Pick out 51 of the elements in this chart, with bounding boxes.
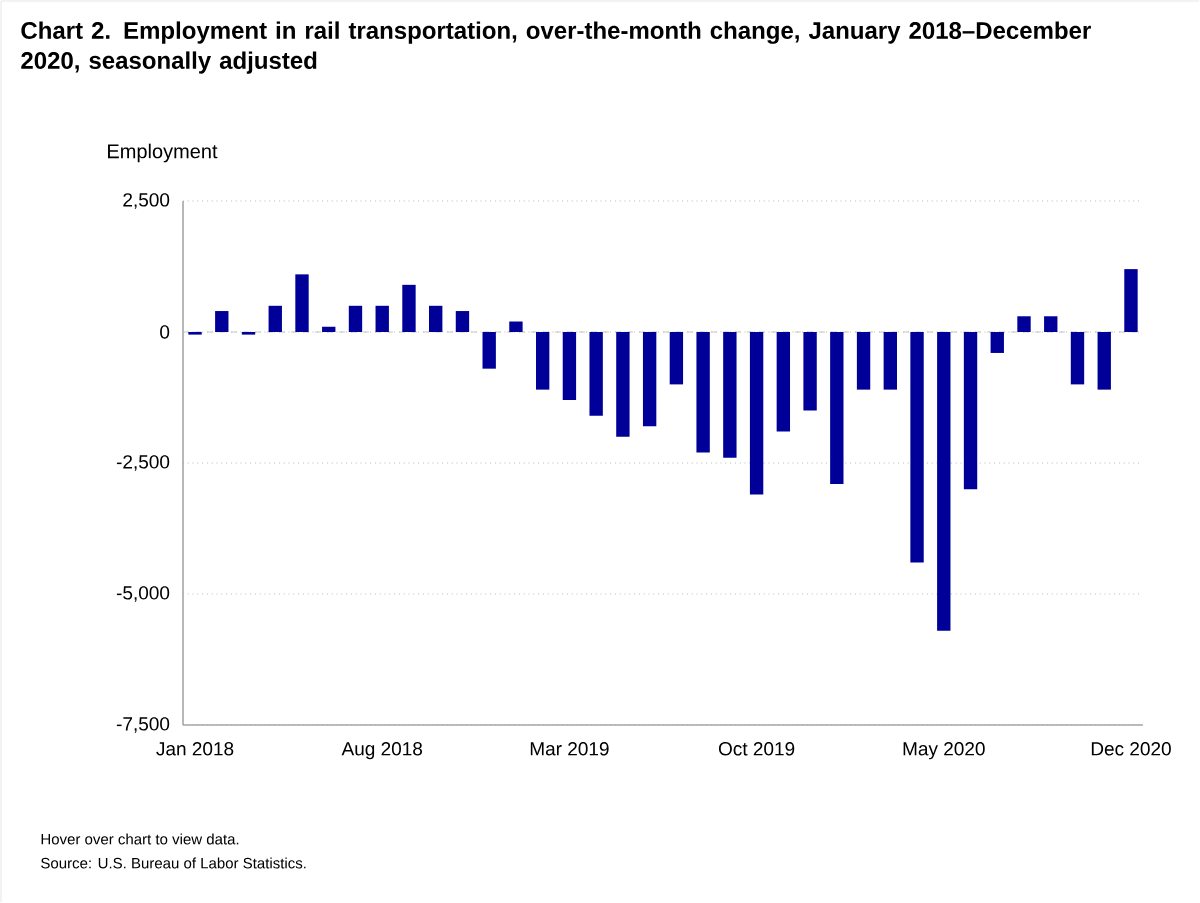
y-tick-label: -5,000 bbox=[116, 586, 170, 602]
bar bbox=[1097, 331, 1111, 390]
bar bbox=[1017, 316, 1031, 332]
bar bbox=[509, 321, 523, 332]
bar bbox=[803, 331, 817, 411]
bar bbox=[776, 331, 791, 432]
bar bbox=[188, 331, 202, 335]
bar bbox=[723, 331, 737, 458]
bar bbox=[696, 331, 710, 453]
bar bbox=[589, 331, 603, 416]
bar bbox=[402, 284, 416, 332]
bar bbox=[963, 331, 978, 490]
bar bbox=[348, 305, 363, 332]
x-tick-label: Mar 2019 bbox=[530, 742, 609, 756]
source-note: Source: U.S. Bureau of Labor Statistics. bbox=[41, 857, 306, 869]
y-axis-title: Employment bbox=[108, 143, 218, 163]
bar bbox=[375, 305, 389, 332]
bar bbox=[749, 331, 764, 495]
bar bbox=[990, 331, 1004, 353]
bar bbox=[562, 331, 577, 401]
bar bbox=[856, 331, 871, 390]
x-tick-label: Jan 2018 bbox=[156, 742, 234, 756]
bar bbox=[322, 326, 336, 332]
y-tick-label: -7,500 bbox=[116, 717, 170, 733]
bar bbox=[455, 311, 470, 332]
bar bbox=[535, 331, 550, 390]
bar bbox=[910, 331, 924, 563]
bar bbox=[241, 331, 256, 335]
y-tick-label: 2,500 bbox=[123, 193, 170, 209]
bar bbox=[883, 331, 897, 390]
bar bbox=[295, 274, 309, 332]
bar bbox=[429, 305, 443, 332]
x-tick-label: May 2020 bbox=[903, 742, 985, 760]
bar bbox=[482, 331, 496, 369]
text: Hover over chart to view data. bbox=[41, 833, 239, 845]
bar bbox=[268, 305, 282, 332]
bar bbox=[669, 331, 684, 385]
x-tick-label: Aug 2018 bbox=[341, 742, 423, 760]
bar bbox=[1124, 269, 1138, 332]
bar bbox=[616, 331, 630, 437]
x-tick-label: Oct 2019 bbox=[718, 742, 795, 756]
bar bbox=[1044, 316, 1058, 332]
bar bbox=[937, 331, 951, 631]
bar bbox=[215, 311, 229, 332]
x-tick-label: Dec 2020 bbox=[1091, 742, 1171, 756]
bar bbox=[642, 331, 657, 427]
y-tick-label: -2,500 bbox=[116, 455, 170, 471]
bar bbox=[1070, 331, 1085, 385]
chart-title: Chart 2. Employment in rail transportation, over-the-month change, January 2018–December 2020, seasonally adjusted bbox=[21, 21, 1091, 74]
y-tick-label: 0 bbox=[160, 325, 170, 339]
bar bbox=[830, 331, 844, 484]
